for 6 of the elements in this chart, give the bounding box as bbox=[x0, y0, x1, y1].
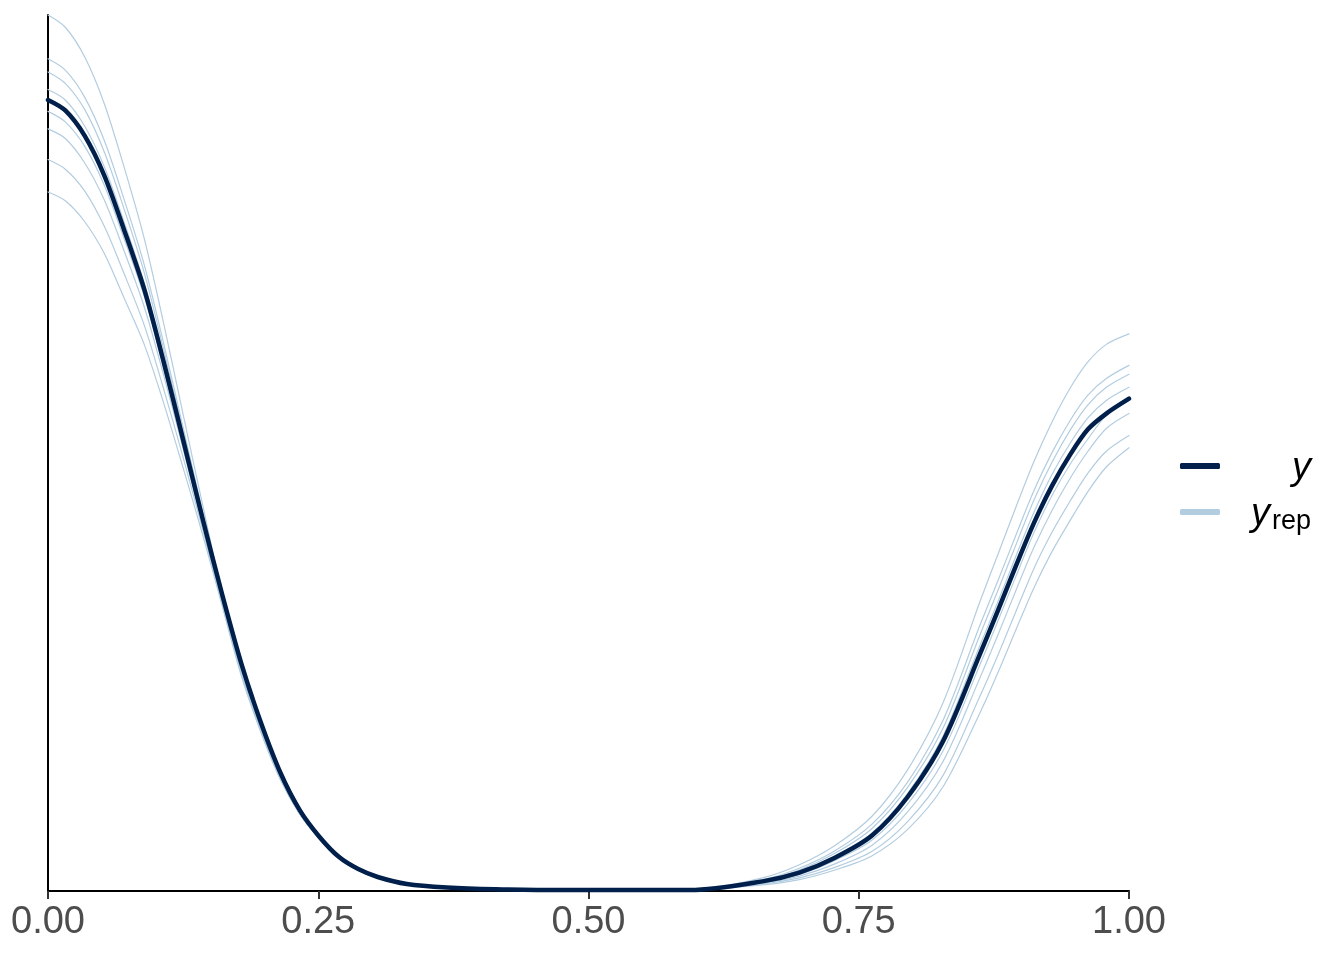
x-tick-label: 0.00 bbox=[11, 899, 85, 941]
x-tick-label: 0.25 bbox=[281, 899, 356, 941]
x-tick-label: 1.00 bbox=[1092, 899, 1166, 941]
x-tick-label: 0.50 bbox=[551, 899, 626, 941]
legend-label: y bbox=[1289, 445, 1313, 487]
x-tick-label: 0.75 bbox=[821, 899, 896, 941]
